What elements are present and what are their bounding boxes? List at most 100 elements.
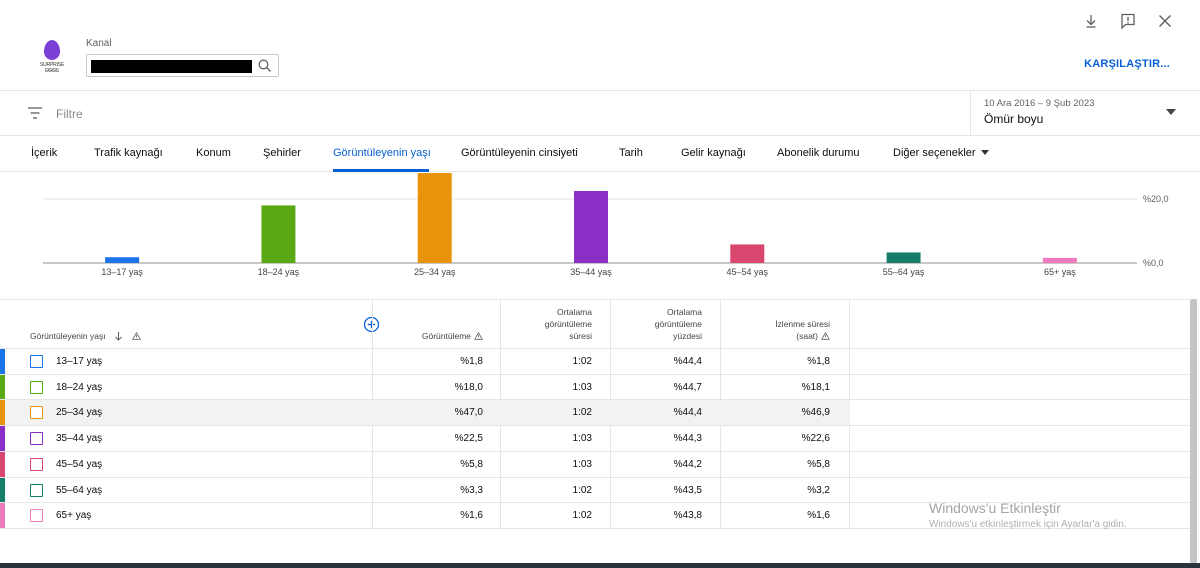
x-tick-label: 18–24 yaş [258, 267, 300, 277]
activation-watermark-title: Windows'u Etkinleştir [929, 500, 1061, 516]
cell-watch-time: %46,9 [801, 407, 830, 418]
x-tick-label: 45–54 yaş [727, 267, 769, 277]
logo-subtext: TOYS [47, 68, 57, 72]
series-color-stripe [0, 503, 5, 528]
row-divider [0, 528, 1190, 529]
table-row[interactable]: 18–24 yaş %18,0 1:03 %44,7 %18,1 [0, 374, 850, 400]
chart-bar [1042, 257, 1077, 263]
x-tick-label: 13–17 yaş [101, 267, 143, 277]
cell-avg-percent: %44,3 [673, 433, 702, 444]
redacted-channel-name [91, 60, 252, 73]
row-divider [850, 348, 1190, 349]
logo-text: SURPRISE EGGS [40, 62, 64, 74]
age-bar-chart: %20,0 %0,0 13–17 yaş 18–24 yaş 25–34 yaş 35–4… [43, 173, 1169, 277]
cell-watch-time: %3,2 [807, 485, 830, 496]
date-period-text: Ömür boyu [984, 112, 1044, 126]
tab-subscription-status[interactable]: Abonelik durumu [777, 147, 860, 159]
series-color-stripe [0, 349, 5, 374]
close-icon[interactable] [1156, 12, 1174, 30]
tab-location[interactable]: Konum [196, 147, 231, 159]
row-checkbox[interactable] [30, 355, 43, 368]
views-header-label: Görüntüleme [421, 331, 471, 341]
compare-button[interactable]: KARŞILAŞTIR... [1084, 58, 1170, 70]
row-label: 35–44 yaş [56, 433, 103, 444]
chart-bar [730, 244, 765, 263]
tab-cities[interactable]: Şehirler [263, 147, 301, 159]
row-label: 45–54 yaş [56, 459, 103, 470]
cell-views: %1,6 [460, 510, 483, 521]
download-icon[interactable] [1082, 12, 1100, 30]
search-icon[interactable] [257, 58, 273, 74]
x-tick-label: 65+ yaş [1044, 267, 1076, 277]
channel-search-box[interactable] [86, 54, 279, 77]
cell-views: %18,0 [454, 382, 483, 393]
filter-input[interactable]: Filtre [56, 107, 83, 121]
tab-viewer-age[interactable]: Görüntüleyenin yaşı [333, 147, 431, 159]
table-row[interactable]: 65+ yaş %1,6 1:02 %43,8 %1,6 [0, 502, 850, 528]
column-header-avg-percent[interactable]: Ortalama görüntüleme yüzdesi [610, 306, 702, 355]
series-color-stripe [0, 375, 5, 400]
tab-traffic-source[interactable]: Trafik kaynağı [94, 147, 163, 159]
watch-time-header-line2: (saat) [720, 330, 830, 342]
warning-icon [821, 332, 830, 340]
series-color-stripe [0, 452, 5, 477]
tab-content[interactable]: İçerik [31, 147, 58, 159]
table-row[interactable]: 25–34 yaş %47,0 1:02 %44,4 %46,9 [0, 399, 850, 425]
row-divider [850, 425, 1190, 426]
chart-bar [417, 173, 452, 263]
y-tick-label: %20,0 [1143, 194, 1169, 204]
active-tab-indicator [333, 169, 429, 172]
chart-bar [261, 205, 296, 263]
channel-logo: SURPRISE EGGS TOYS [33, 38, 71, 74]
feedback-icon[interactable] [1119, 12, 1137, 30]
add-column-icon[interactable] [363, 316, 380, 333]
chart-bar [105, 257, 140, 263]
row-label: 18–24 yaş [56, 382, 103, 393]
cell-avg-percent: %44,4 [673, 407, 702, 418]
watch-time-header-line1: İzlenme süresi [775, 319, 830, 329]
avg-duration-header-line3: süresi [569, 331, 592, 341]
row-divider [850, 451, 1190, 452]
cell-avg-duration: 1:02 [572, 485, 592, 496]
column-header-dimension[interactable]: Görüntüleyenin yaşı [30, 331, 180, 345]
tab-date[interactable]: Tarih [619, 147, 643, 159]
row-checkbox[interactable] [30, 484, 43, 497]
table-row[interactable]: 45–54 yaş %5,8 1:03 %44,2 %5,8 [0, 451, 850, 477]
filter-icon[interactable] [27, 106, 43, 120]
row-divider [850, 477, 1190, 478]
row-checkbox[interactable] [30, 406, 43, 419]
series-color-stripe [0, 426, 5, 451]
filter-bar: Filtre 10 Ara 2016 – 9 Şub 2023 Ömür boy… [0, 91, 1200, 136]
column-header-avg-duration[interactable]: Ortalama görüntüleme süresi [500, 306, 592, 355]
cell-views: %5,8 [460, 459, 483, 470]
cell-views: %22,5 [454, 433, 483, 444]
vertical-scrollbar[interactable] [1190, 299, 1197, 563]
tab-revenue-source[interactable]: Gelir kaynağı [681, 147, 746, 159]
cell-avg-percent: %44,4 [673, 356, 702, 367]
row-checkbox[interactable] [30, 458, 43, 471]
row-checkbox[interactable] [30, 432, 43, 445]
caret-down-icon [1166, 109, 1176, 115]
avg-percent-header-line2: görüntüleme [654, 319, 702, 329]
row-checkbox[interactable] [30, 509, 43, 522]
avg-duration-header-line2: görüntüleme [544, 319, 592, 329]
sort-down-icon[interactable] [114, 331, 123, 341]
table-row[interactable]: 55–64 yaş %3,3 1:02 %43,5 %3,2 [0, 477, 850, 503]
tab-viewer-gender[interactable]: Görüntüleyenin cinsiyeti [461, 147, 578, 159]
tab-more-options[interactable]: Diğer seçenekler [893, 147, 989, 159]
column-header-watch-time[interactable]: İzlenme süresi (saat) [720, 318, 830, 367]
row-checkbox[interactable] [30, 381, 43, 394]
x-tick-label: 55–64 yaş [883, 267, 925, 277]
series-color-stripe [0, 400, 5, 425]
cell-avg-duration: 1:03 [572, 382, 592, 393]
table-row[interactable]: 35–44 yaş %22,5 1:03 %44,3 %22,6 [0, 425, 850, 451]
avg-percent-header-line1: Ortalama [667, 307, 702, 317]
channel-label: Kanal [86, 38, 112, 49]
table-row[interactable]: 13–17 yaş %1,8 1:02 %44,4 %1,8 [0, 348, 850, 374]
cell-avg-duration: 1:03 [572, 433, 592, 444]
column-header-views[interactable]: Görüntüleme [373, 331, 483, 380]
cell-avg-duration: 1:03 [572, 459, 592, 470]
date-range-picker[interactable]: 10 Ara 2016 – 9 Şub 2023 Ömür boyu [970, 91, 1200, 136]
cell-avg-percent: %44,7 [673, 382, 702, 393]
dimension-header-label: Görüntüleyenin yaşı [30, 331, 106, 341]
